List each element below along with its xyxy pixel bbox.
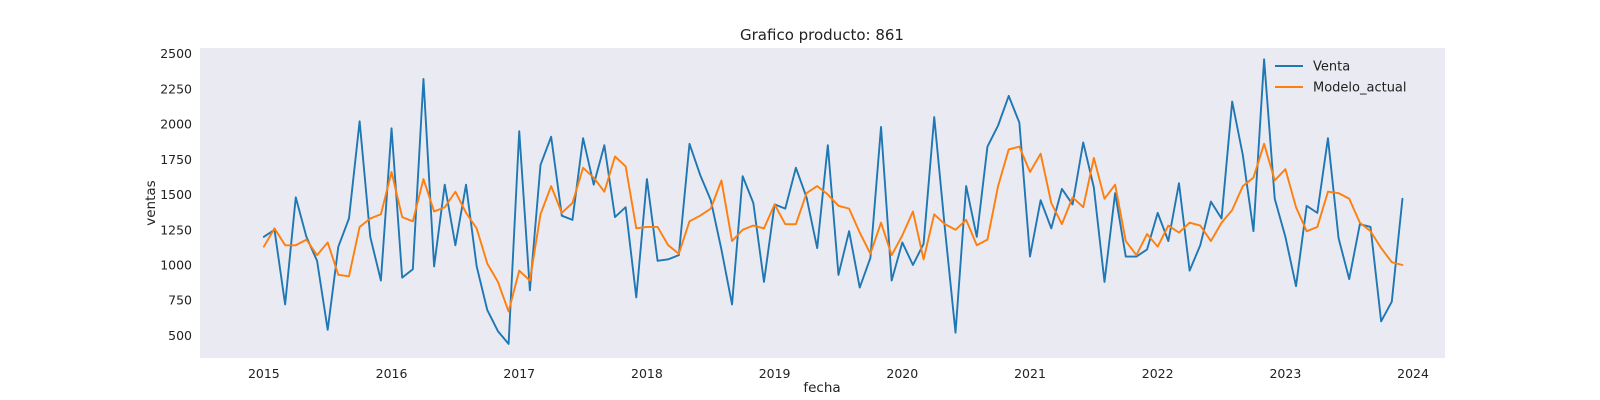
series-lines xyxy=(262,58,1404,345)
x-tick-label: 2015 xyxy=(248,366,280,381)
x-tick-label: 2018 xyxy=(631,366,663,381)
series-line-venta xyxy=(262,58,1404,345)
x-axis-label: fecha xyxy=(803,380,840,396)
x-tick-label: 2024 xyxy=(1397,366,1429,381)
x-tick-label: 2021 xyxy=(1014,366,1046,381)
y-axis-label: ventas xyxy=(143,180,159,225)
x-tick-label: 2022 xyxy=(1142,366,1174,381)
y-tick-label: 2500 xyxy=(160,46,192,61)
y-tick-label: 2000 xyxy=(160,117,192,132)
legend-item: Modelo_actual xyxy=(1275,81,1407,96)
legend: Venta Modelo_actual xyxy=(1275,60,1407,96)
legend-label: Modelo_actual xyxy=(1313,81,1407,96)
y-tick-label: 750 xyxy=(168,293,192,308)
series-line-modelo-actual xyxy=(262,142,1404,313)
y-tick-label: 1000 xyxy=(160,258,192,273)
y-axis-ticks: 500 750 1000 1250 1500 1750 2000 2250 2500 xyxy=(160,46,192,343)
chart-title: Grafico producto: 861 xyxy=(740,26,904,44)
y-tick-label: 1250 xyxy=(160,222,192,237)
y-tick-label: 2250 xyxy=(160,81,192,96)
y-tick-label: 1750 xyxy=(160,152,192,167)
x-tick-label: 2017 xyxy=(503,366,535,381)
x-tick-label: 2016 xyxy=(376,366,408,381)
x-tick-label: 2019 xyxy=(759,366,791,381)
legend-label: Venta xyxy=(1313,60,1350,75)
x-axis-ticks: 2015 2016 2017 2018 2019 2020 2021 2022 2023 2024 xyxy=(248,366,1429,381)
x-tick-label: 2020 xyxy=(886,366,918,381)
y-tick-label: 500 xyxy=(168,328,192,343)
legend-item: Venta xyxy=(1275,60,1350,75)
y-tick-label: 1500 xyxy=(160,187,192,202)
x-tick-label: 2023 xyxy=(1269,366,1301,381)
